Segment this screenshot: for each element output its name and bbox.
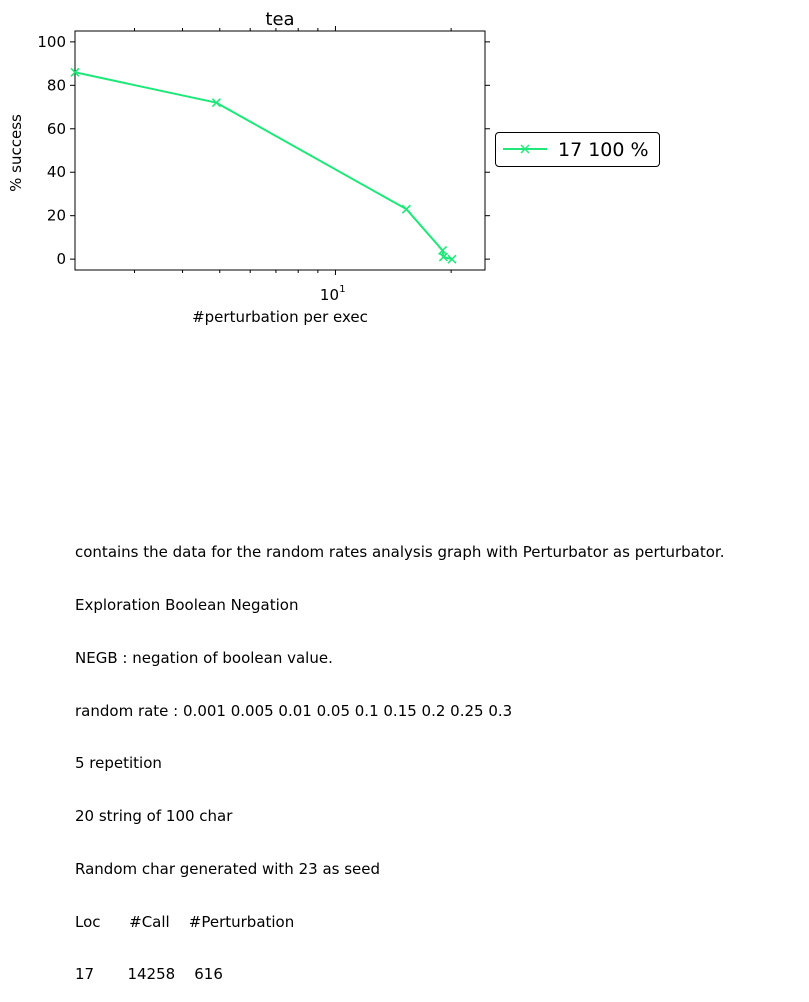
y-tick-label: 0	[56, 250, 66, 268]
data-point-x-marker	[70, 67, 80, 77]
x-axis-label: #perturbation per exec	[192, 308, 368, 326]
data-point-x-marker	[401, 204, 411, 214]
legend-label: 17 100 %	[558, 139, 649, 161]
legend-marker-icon	[503, 144, 547, 154]
y-axis-label: % success	[7, 114, 25, 192]
chart-title: tea	[265, 9, 294, 30]
note-line: Loc #Call #Perturbation	[75, 912, 295, 931]
y-tick-label: 100	[37, 33, 66, 51]
series-line	[74, 71, 453, 261]
note-line: NEGB : negation of boolean value.	[75, 648, 333, 667]
note-line: 5 repetition	[75, 754, 162, 773]
note-line: random rate : 0.001 0.005 0.01 0.05 0.1 …	[75, 701, 513, 720]
x-axis-ticks: 10 1	[134, 26, 452, 304]
note-line: Exploration Boolean Negation	[75, 595, 299, 614]
note-line: Random char generated with 23 as seed	[75, 859, 381, 878]
y-tick-label: 80	[47, 76, 66, 94]
y-tick-label: 60	[47, 120, 66, 138]
y-tick-label: 20	[47, 207, 66, 225]
data-point-x-marker	[211, 98, 221, 108]
plot-area	[74, 30, 486, 271]
y-tick-label: 40	[47, 163, 66, 181]
note-line: 20 string of 100 char	[75, 807, 233, 826]
note-line: 17 14258 616	[75, 965, 223, 984]
chart-svg: tea 0 20 40 60 80 100 10 1 #perturbation per e…	[7, 9, 490, 326]
series-group	[70, 67, 457, 264]
data-point-x-marker	[438, 252, 449, 262]
notes-block: contains the data for the random rates a…	[75, 509, 725, 1002]
data-point-x-marker	[447, 254, 457, 264]
legend: 17 100 %	[495, 132, 660, 167]
note-line: contains the data for the random rates a…	[75, 543, 725, 562]
y-axis-ticks: 0 20 40 60 80 100	[37, 33, 490, 268]
x-tick-label-exponent: 1	[339, 284, 345, 295]
x-tick-label: 10	[320, 286, 339, 304]
